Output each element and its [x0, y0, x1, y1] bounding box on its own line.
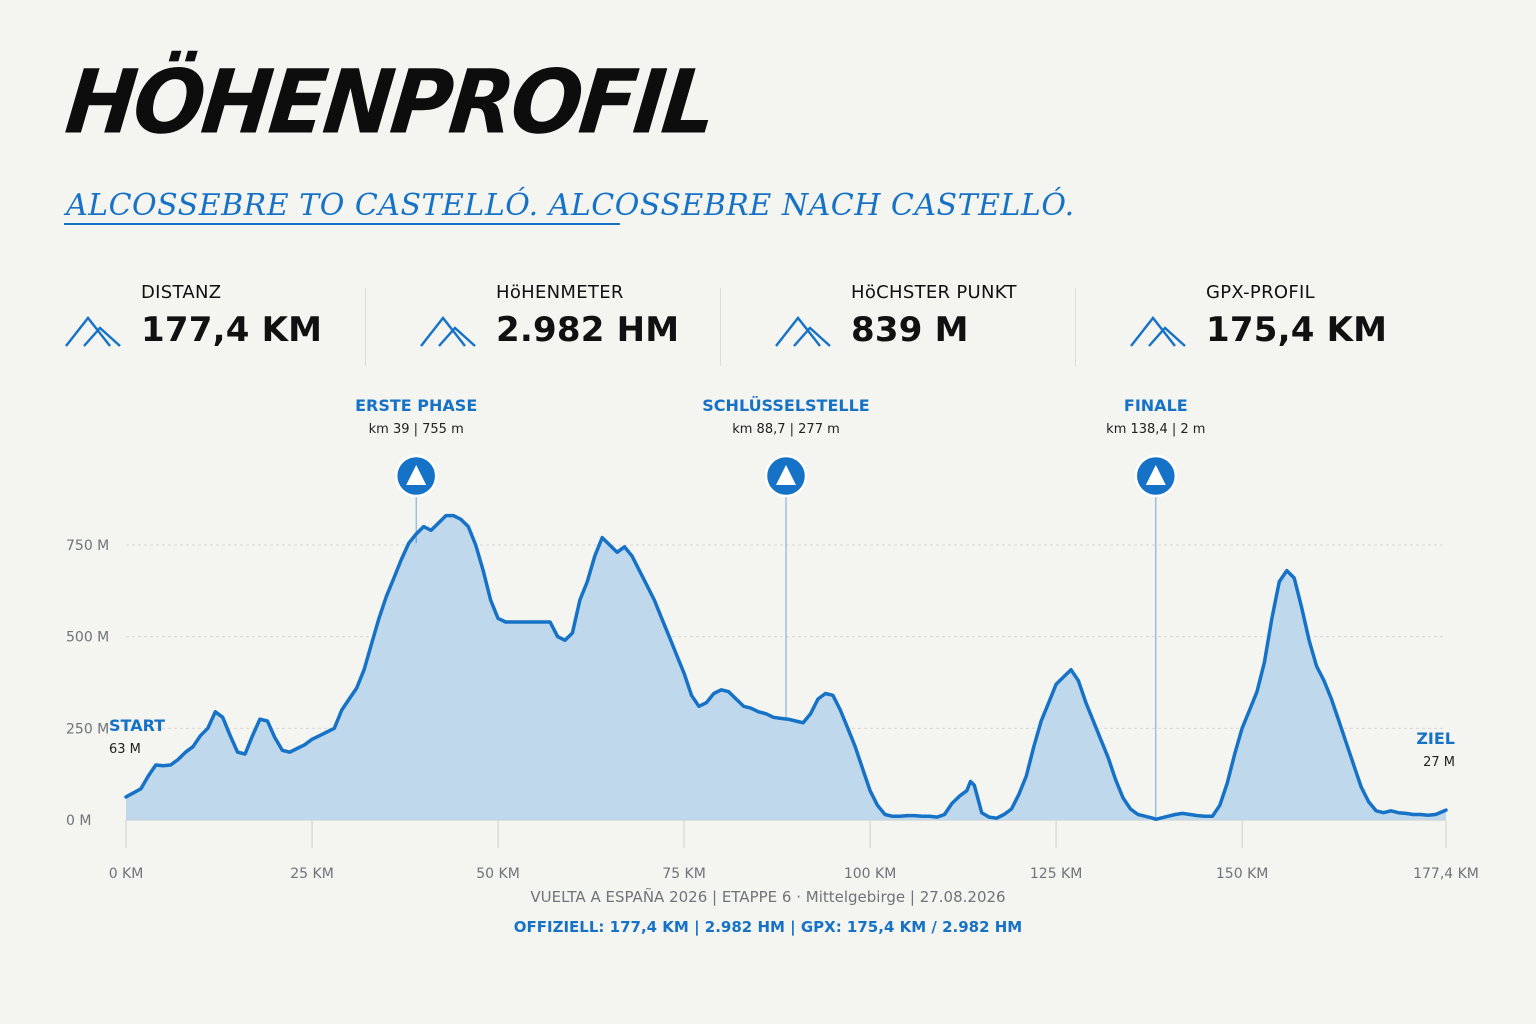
- stat-divider: [720, 288, 721, 366]
- footer-summary: OFFIZIELL: 177,4 KM | 2.982 HM | GPX: 17…: [513, 918, 1023, 936]
- x-tick-label: 100 KM: [844, 866, 896, 880]
- triangle-icon: [776, 465, 796, 485]
- marker-name: ERSTE PHASE: [355, 396, 477, 415]
- stat-label: GPX-PROFIL: [1206, 282, 1315, 303]
- triangle-icon: [1145, 465, 1166, 485]
- page-title: HÖHENPROFIL: [61, 50, 719, 154]
- start-label: START: [109, 716, 165, 735]
- page-subtitle: ALCOSSEBRE TO CASTELLÓ. ALCOSSEBRE NACH …: [66, 188, 1075, 223]
- mountain-icon: [65, 316, 121, 347]
- marker-name: FINALE: [1124, 396, 1188, 415]
- x-tick-label: 75 KM: [662, 866, 706, 880]
- mountain-icon: [775, 316, 831, 347]
- marker-finale: FINALE km 138,4 | 2 m: [1106, 396, 1205, 820]
- marker-detail: km 39 | 755 m: [369, 422, 464, 437]
- start-elevation: 63 M: [109, 742, 141, 757]
- marker-detail: km 138,4 | 2 m: [1106, 422, 1205, 437]
- x-tick-label: 150 KM: [1216, 866, 1268, 880]
- area-layer: [124, 513, 1448, 822]
- x-tick-label: 125 KM: [1030, 866, 1082, 880]
- footer-race-info: VUELTA A ESPAÑA 2026 | ETAPPE 6 · Mittel…: [530, 888, 1006, 906]
- x-tick-label: 0 KM: [109, 866, 144, 880]
- stat-distance: DISTANZ 177,4 KM: [50, 278, 405, 364]
- y-tick-label: 250 M: [66, 721, 109, 737]
- marker-erste-phase: ERSTE PHASE km 39 | 755 m: [355, 396, 477, 544]
- end-elevation: 27 M: [1423, 755, 1455, 770]
- x-tick-label: 25 KM: [290, 866, 334, 880]
- marker-schl-sselstelle: SCHLÜSSELSTELLE km 88,7 | 277 m: [702, 396, 870, 719]
- stat-value: 175,4 KM: [1206, 310, 1388, 350]
- mountain-icon: [420, 316, 476, 347]
- marker-name: SCHLÜSSELSTELLE: [702, 396, 869, 415]
- mountain-icon: [1130, 316, 1186, 347]
- marker-detail: km 88,7 | 277 m: [732, 422, 840, 437]
- elevation-line: [124, 513, 1448, 822]
- end-label: ZIEL: [1416, 729, 1455, 748]
- axis-layer: 0 M 250 M 500 M 750 M 0 KM 25 KM 50 KM 75 KM 100…: [66, 538, 1479, 880]
- stat-divider: [1075, 288, 1076, 366]
- stat-value: 177,4 KM: [141, 310, 323, 350]
- y-tick-label: 500 M: [66, 630, 109, 646]
- y-tick-label: 0 M: [66, 813, 91, 829]
- x-tick-label: 177,4 KM: [1413, 866, 1479, 880]
- stat-highest-point: HöCHSTER PUNKT 839 M: [760, 278, 1115, 364]
- stat-label: DISTANZ: [141, 282, 222, 303]
- x-tick-label: 50 KM: [476, 866, 520, 880]
- elevation-chart: ERSTE PHASE km 39 | 755 m SCHLÜSSELSTELLE k…: [66, 396, 1479, 880]
- triangle-icon: [406, 465, 427, 485]
- elevation-area: [126, 515, 1446, 820]
- stat-label: HöHENMETER: [496, 282, 624, 303]
- stat-label: HöCHSTER PUNKT: [851, 282, 1017, 303]
- stat-divider: [365, 288, 366, 366]
- stats-bar: DISTANZ 177,4 KM HöHENMETER 2.982 HM HöC…: [50, 278, 1480, 368]
- y-tick-label: 750 M: [66, 538, 109, 554]
- stat-value: 2.982 HM: [496, 310, 680, 350]
- marker-layer: ERSTE PHASE km 39 | 755 m SCHLÜSSELSTELLE k…: [355, 396, 1205, 820]
- stat-elevation-gain: HöHENMETER 2.982 HM: [405, 278, 760, 364]
- stat-value: 839 M: [851, 310, 969, 350]
- stat-gpx-profile: GPX-PROFIL 175,4 KM: [1115, 278, 1470, 364]
- subtitle-underline: [64, 223, 620, 225]
